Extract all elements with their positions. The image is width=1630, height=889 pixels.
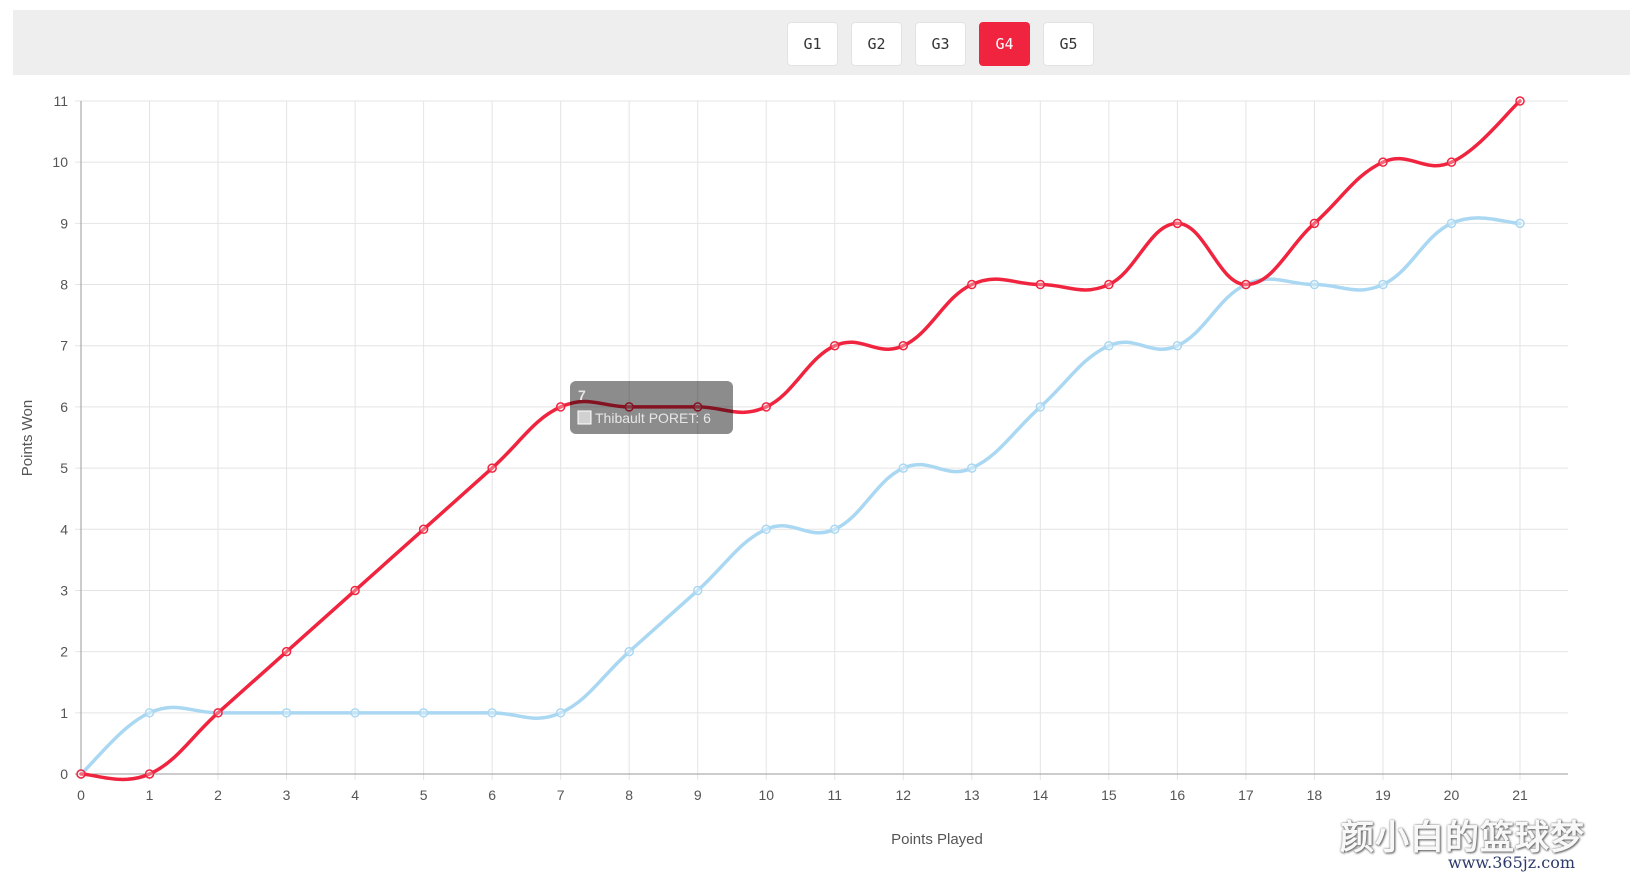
data-point[interactable]	[144, 708, 155, 718]
series-line-1	[79, 216, 1522, 776]
data-point[interactable]	[1172, 340, 1183, 351]
game-tab-g4[interactable]: G4	[979, 22, 1030, 66]
data-point[interactable]	[761, 402, 771, 412]
tooltip-box	[570, 381, 733, 434]
data-point[interactable]	[487, 463, 497, 473]
x-tick-label: 1	[146, 787, 154, 803]
y-tick-label: 3	[60, 582, 68, 598]
data-point[interactable]	[1172, 218, 1183, 229]
data-point[interactable]	[1104, 279, 1114, 290]
x-tick-label: 10	[758, 787, 774, 803]
x-tick-label: 12	[895, 787, 911, 803]
game-tab-g2[interactable]: G2	[851, 22, 902, 66]
data-point[interactable]	[830, 340, 840, 351]
data-point[interactable]	[281, 708, 292, 718]
y-tick-label: 8	[60, 277, 68, 293]
watermark-url: www.365jz.com	[1447, 853, 1575, 872]
x-tick-label: 15	[1101, 787, 1117, 803]
data-point[interactable]	[76, 769, 86, 779]
y-tick-label: 4	[60, 521, 68, 537]
x-tick-label: 21	[1512, 787, 1528, 803]
data-point[interactable]	[350, 708, 360, 718]
game-tabs: G1 G2 G3 G4 G5	[787, 22, 1094, 66]
x-tick-label: 17	[1238, 787, 1254, 803]
y-tick-label: 5	[60, 460, 68, 476]
data-point[interactable]	[418, 524, 429, 535]
x-tick-label: 13	[964, 787, 980, 803]
data-point[interactable]	[761, 524, 771, 535]
data-point[interactable]	[418, 708, 429, 718]
x-tick-label: 6	[488, 787, 496, 803]
y-tick-label: 2	[60, 644, 68, 660]
x-tick-label: 8	[625, 787, 633, 803]
data-point[interactable]	[555, 402, 566, 412]
data-point[interactable]	[281, 646, 292, 657]
data-point[interactable]	[830, 524, 840, 535]
y-tick-label: 9	[60, 215, 68, 231]
x-tick-label: 19	[1375, 787, 1391, 803]
data-point[interactable]	[213, 708, 223, 718]
data-point[interactable]	[1515, 96, 1525, 106]
y-tick-label: 6	[60, 399, 68, 415]
y-tick-label: 10	[52, 154, 68, 170]
data-point[interactable]	[1241, 279, 1251, 290]
data-point[interactable]	[1446, 157, 1457, 167]
data-point[interactable]	[1309, 279, 1320, 290]
data-point[interactable]	[692, 585, 703, 596]
series-line-thibault-poret	[79, 99, 1522, 782]
data-point[interactable]	[1446, 218, 1457, 229]
y-axis-title: Points Won	[19, 400, 36, 476]
x-tick-label: 18	[1307, 787, 1323, 803]
data-point[interactable]	[1515, 218, 1525, 229]
data-point[interactable]	[487, 708, 497, 718]
data-point[interactable]	[692, 402, 703, 412]
tooltip-label: Thibault PORET: 6	[595, 410, 711, 426]
y-tick-label: 1	[60, 705, 68, 721]
data-point[interactable]	[967, 463, 977, 473]
data-point[interactable]	[967, 279, 977, 290]
watermark-text: 颜小白的篮球梦	[1340, 818, 1585, 858]
data-point[interactable]	[898, 340, 909, 351]
x-tick-label: 0	[77, 787, 85, 803]
data-point[interactable]	[1035, 279, 1046, 290]
data-point[interactable]	[1035, 402, 1046, 412]
x-tick-label: 4	[351, 787, 359, 803]
y-tick-label: 11	[53, 93, 68, 109]
x-tick-label: 5	[420, 787, 428, 803]
data-point[interactable]	[555, 708, 566, 718]
x-tick-label: 3	[283, 787, 291, 803]
game-tab-g5[interactable]: G5	[1043, 22, 1094, 66]
x-tick-label: 14	[1033, 787, 1049, 803]
tooltip: 7 Thibault PORET: 6	[570, 381, 733, 434]
data-point[interactable]	[1378, 279, 1388, 290]
data-point[interactable]	[624, 646, 634, 657]
x-tick-label: 9	[694, 787, 702, 803]
watermark: 颜小白的篮球梦 www.365jz.com	[1340, 820, 1585, 872]
x-tick-label: 20	[1444, 787, 1460, 803]
data-point[interactable]	[1378, 157, 1388, 167]
x-tick-label: 16	[1170, 787, 1186, 803]
data-point[interactable]	[1309, 218, 1320, 229]
data-point[interactable]	[1104, 340, 1114, 351]
x-axis-title: Points Played	[891, 831, 983, 848]
x-tick-label: 7	[557, 787, 565, 803]
data-point[interactable]	[624, 402, 634, 412]
game-tab-g1[interactable]: G1	[787, 22, 838, 66]
data-point[interactable]	[898, 463, 909, 473]
data-point[interactable]	[350, 585, 360, 596]
tooltip-swatch	[577, 410, 592, 425]
y-tick-label: 7	[60, 338, 68, 354]
game-tab-g3[interactable]: G3	[915, 22, 966, 66]
tooltip-title: 7	[578, 387, 586, 403]
data-point[interactable]	[144, 769, 155, 779]
x-tick-label: 2	[214, 787, 222, 803]
y-tick-label: 0	[60, 766, 68, 782]
x-tick-label: 11	[827, 787, 842, 803]
